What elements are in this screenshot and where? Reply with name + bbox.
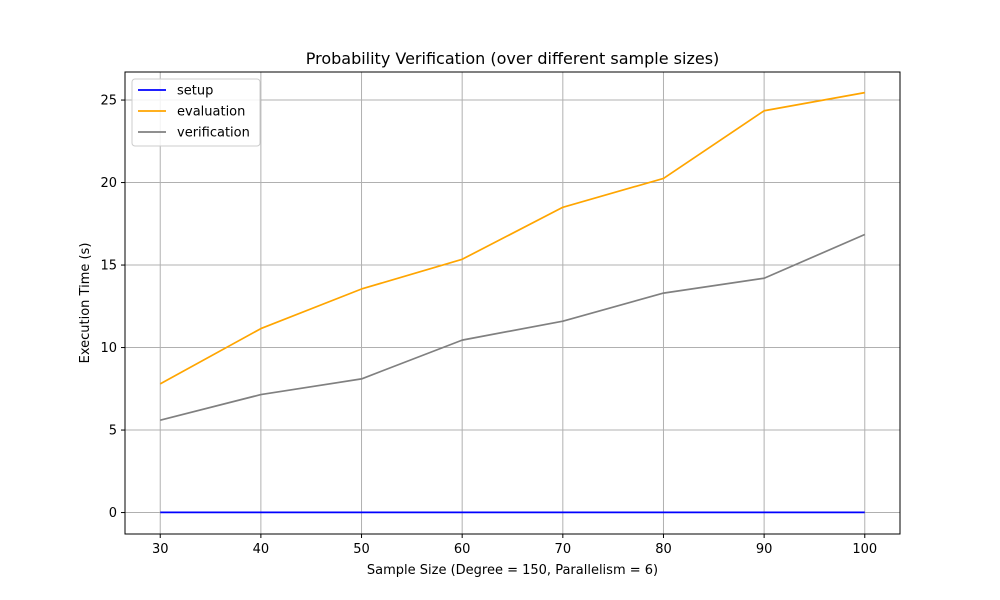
y-tick-label: 20 xyxy=(100,176,117,191)
x-tick-label: 100 xyxy=(852,542,877,557)
x-tick-label: 70 xyxy=(555,542,572,557)
plot-frame xyxy=(124,71,901,535)
y-tick-label: 5 xyxy=(109,424,117,439)
series-line-evaluation xyxy=(159,91,865,385)
chart-title: Probability Verification (over different… xyxy=(306,49,720,68)
x-tick-label: 40 xyxy=(253,542,270,557)
legend-label-verification: verification xyxy=(177,126,250,141)
y-tick-label: 15 xyxy=(100,259,117,274)
y-tick-label: 25 xyxy=(100,94,117,109)
legend-box xyxy=(131,78,261,147)
x-tick-label: 60 xyxy=(454,542,471,557)
x-axis-label: Sample Size (Degree = 150, Parallelism =… xyxy=(367,563,658,578)
x-tick-label: 30 xyxy=(152,542,169,557)
y-tick-label: 0 xyxy=(109,506,117,521)
x-axis-ticks: 30 40 50 60 70 80 90 100 xyxy=(152,534,877,557)
legend-label-setup: setup xyxy=(177,84,213,99)
y-axis-label: Execution Time (s) xyxy=(78,243,93,364)
legend-label-evaluation: evaluation xyxy=(177,105,245,120)
series-line-verification xyxy=(160,233,866,421)
series-lines xyxy=(159,91,866,514)
legend: setup evaluation verification xyxy=(131,78,261,147)
x-tick-label: 80 xyxy=(655,542,672,557)
y-tick-label: 10 xyxy=(100,341,117,356)
x-tick-label: 90 xyxy=(756,542,773,557)
y-axis-ticks: 0 5 10 15 20 25 xyxy=(100,94,125,521)
x-tick-label: 50 xyxy=(353,542,370,557)
